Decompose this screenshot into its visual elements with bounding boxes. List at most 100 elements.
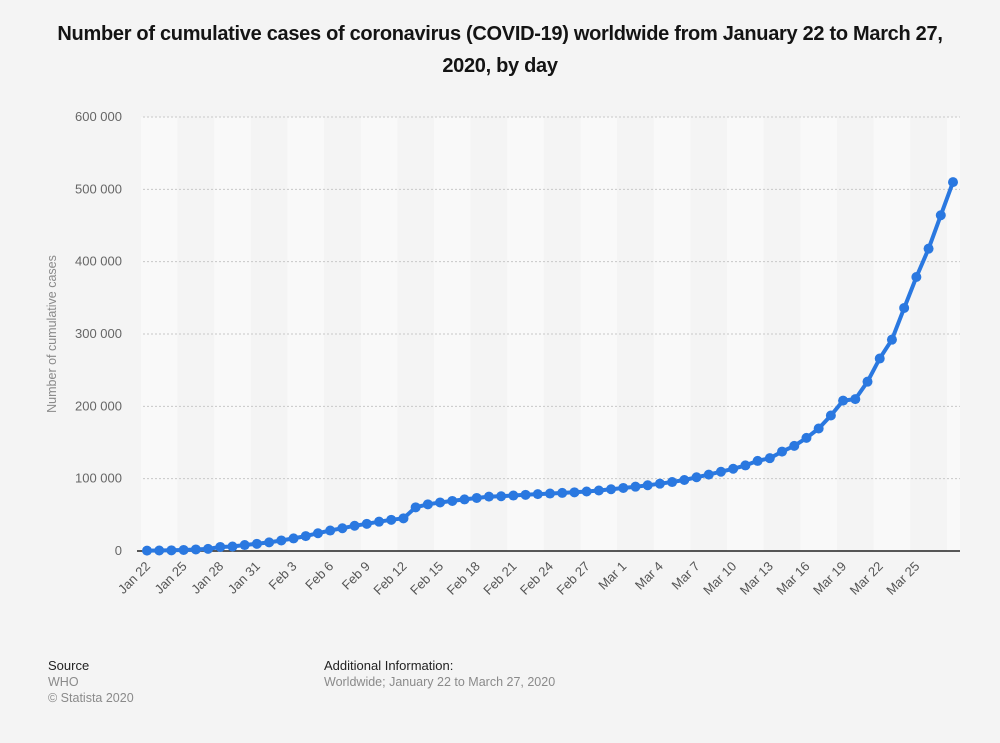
y-tick-label: 100 000 [75, 471, 122, 486]
data-point [948, 177, 958, 188]
data-point [288, 533, 299, 544]
data-point [569, 487, 580, 498]
data-point [593, 485, 604, 496]
data-point [728, 463, 739, 474]
data-point [752, 455, 763, 466]
data-point [300, 531, 311, 542]
data-point [764, 453, 775, 464]
source-value: WHO [48, 675, 79, 689]
data-point [862, 376, 873, 387]
y-axis-label: Number of cumulative cases [45, 255, 59, 413]
data-point [557, 487, 568, 498]
data-point [911, 271, 922, 282]
data-point [630, 481, 641, 492]
x-tick-label: Feb 3 [266, 559, 300, 593]
background-band [727, 117, 764, 551]
x-tick-label: Mar 13 [737, 559, 776, 598]
data-point [581, 486, 592, 497]
data-point [508, 490, 519, 501]
x-tick-label: Feb 9 [339, 559, 373, 593]
copyright: © Statista 2020 [48, 691, 134, 705]
background-band [543, 117, 581, 551]
line-chart: 0 100 000 200 000 300 000 400 000 500 000 600 … [45, 109, 960, 598]
data-point [227, 541, 238, 552]
data-point [435, 497, 446, 508]
data-point [312, 528, 323, 539]
data-point [459, 494, 470, 505]
data-point [789, 440, 800, 451]
y-tick-label: 300 000 [75, 326, 122, 341]
data-point [483, 491, 494, 502]
data-point [520, 489, 531, 500]
data-point [813, 423, 824, 434]
background-band [324, 117, 361, 551]
data-point [215, 541, 226, 552]
y-tick-label: 200 000 [75, 398, 122, 413]
y-tick-label: 400 000 [75, 254, 122, 269]
data-point [374, 516, 385, 527]
x-tick-label: Mar 19 [810, 559, 849, 598]
data-point [715, 466, 726, 477]
data-point [899, 302, 910, 313]
additional-info-block: Additional Information: Worldwide; Janua… [324, 658, 555, 690]
data-point [691, 472, 702, 483]
y-tick-label: 0 [115, 543, 122, 558]
x-tick-label: Mar 25 [883, 559, 922, 598]
additional-info-label: Additional Information: [324, 658, 454, 673]
data-point [190, 544, 201, 555]
data-point [545, 488, 555, 499]
data-point [606, 484, 617, 495]
data-point [703, 469, 714, 480]
data-point [203, 543, 214, 554]
data-point [361, 518, 372, 529]
x-tick-label: Mar 7 [669, 559, 703, 593]
data-point [679, 474, 690, 485]
data-point [251, 538, 262, 549]
data-point [850, 394, 861, 405]
x-tick-label: Mar 4 [632, 559, 666, 593]
data-point [874, 353, 885, 364]
x-tick-label: Jan 22 [115, 559, 153, 597]
x-tick-label: Feb 21 [480, 559, 519, 598]
data-point [276, 535, 287, 546]
source-block: Source WHO © Statista 2020 [48, 658, 134, 706]
x-tick-label: Feb 6 [302, 559, 336, 593]
data-point [618, 482, 629, 493]
data-point [923, 243, 934, 254]
background-band [507, 117, 544, 551]
data-point [178, 544, 189, 555]
data-point [325, 525, 336, 536]
data-point [239, 540, 250, 551]
x-tick-label: Jan 31 [225, 559, 263, 597]
data-point [740, 460, 751, 471]
x-tick-label: Mar 16 [773, 559, 812, 598]
x-tick-label: Feb 18 [444, 559, 483, 598]
x-tick-label: Jan 25 [152, 559, 190, 597]
data-point [825, 410, 836, 421]
x-tick-label: Feb 15 [407, 559, 446, 598]
background-band [763, 117, 801, 551]
data-point [154, 545, 165, 556]
y-tick-label: 600 000 [75, 109, 122, 124]
data-point [386, 514, 397, 525]
chart-title: Number of cumulative cases of coronaviru… [57, 23, 943, 77]
data-point [935, 210, 946, 221]
x-tick-label: Mar 22 [847, 559, 886, 598]
x-tick-label: Feb 24 [517, 559, 556, 598]
data-point [264, 537, 275, 548]
x-tick-label: Mar 10 [700, 559, 739, 598]
data-point [496, 491, 507, 502]
source-label: Source [48, 658, 90, 673]
data-point [422, 499, 433, 510]
background-band [946, 117, 960, 551]
data-point [886, 334, 897, 345]
data-point [398, 513, 409, 524]
data-point [142, 545, 152, 556]
data-point [654, 478, 665, 489]
data-point [642, 480, 653, 491]
data-point [410, 502, 421, 513]
data-point [447, 495, 458, 506]
data-point [166, 545, 177, 556]
y-tick-label: 500 000 [75, 181, 122, 196]
data-point [667, 477, 678, 488]
